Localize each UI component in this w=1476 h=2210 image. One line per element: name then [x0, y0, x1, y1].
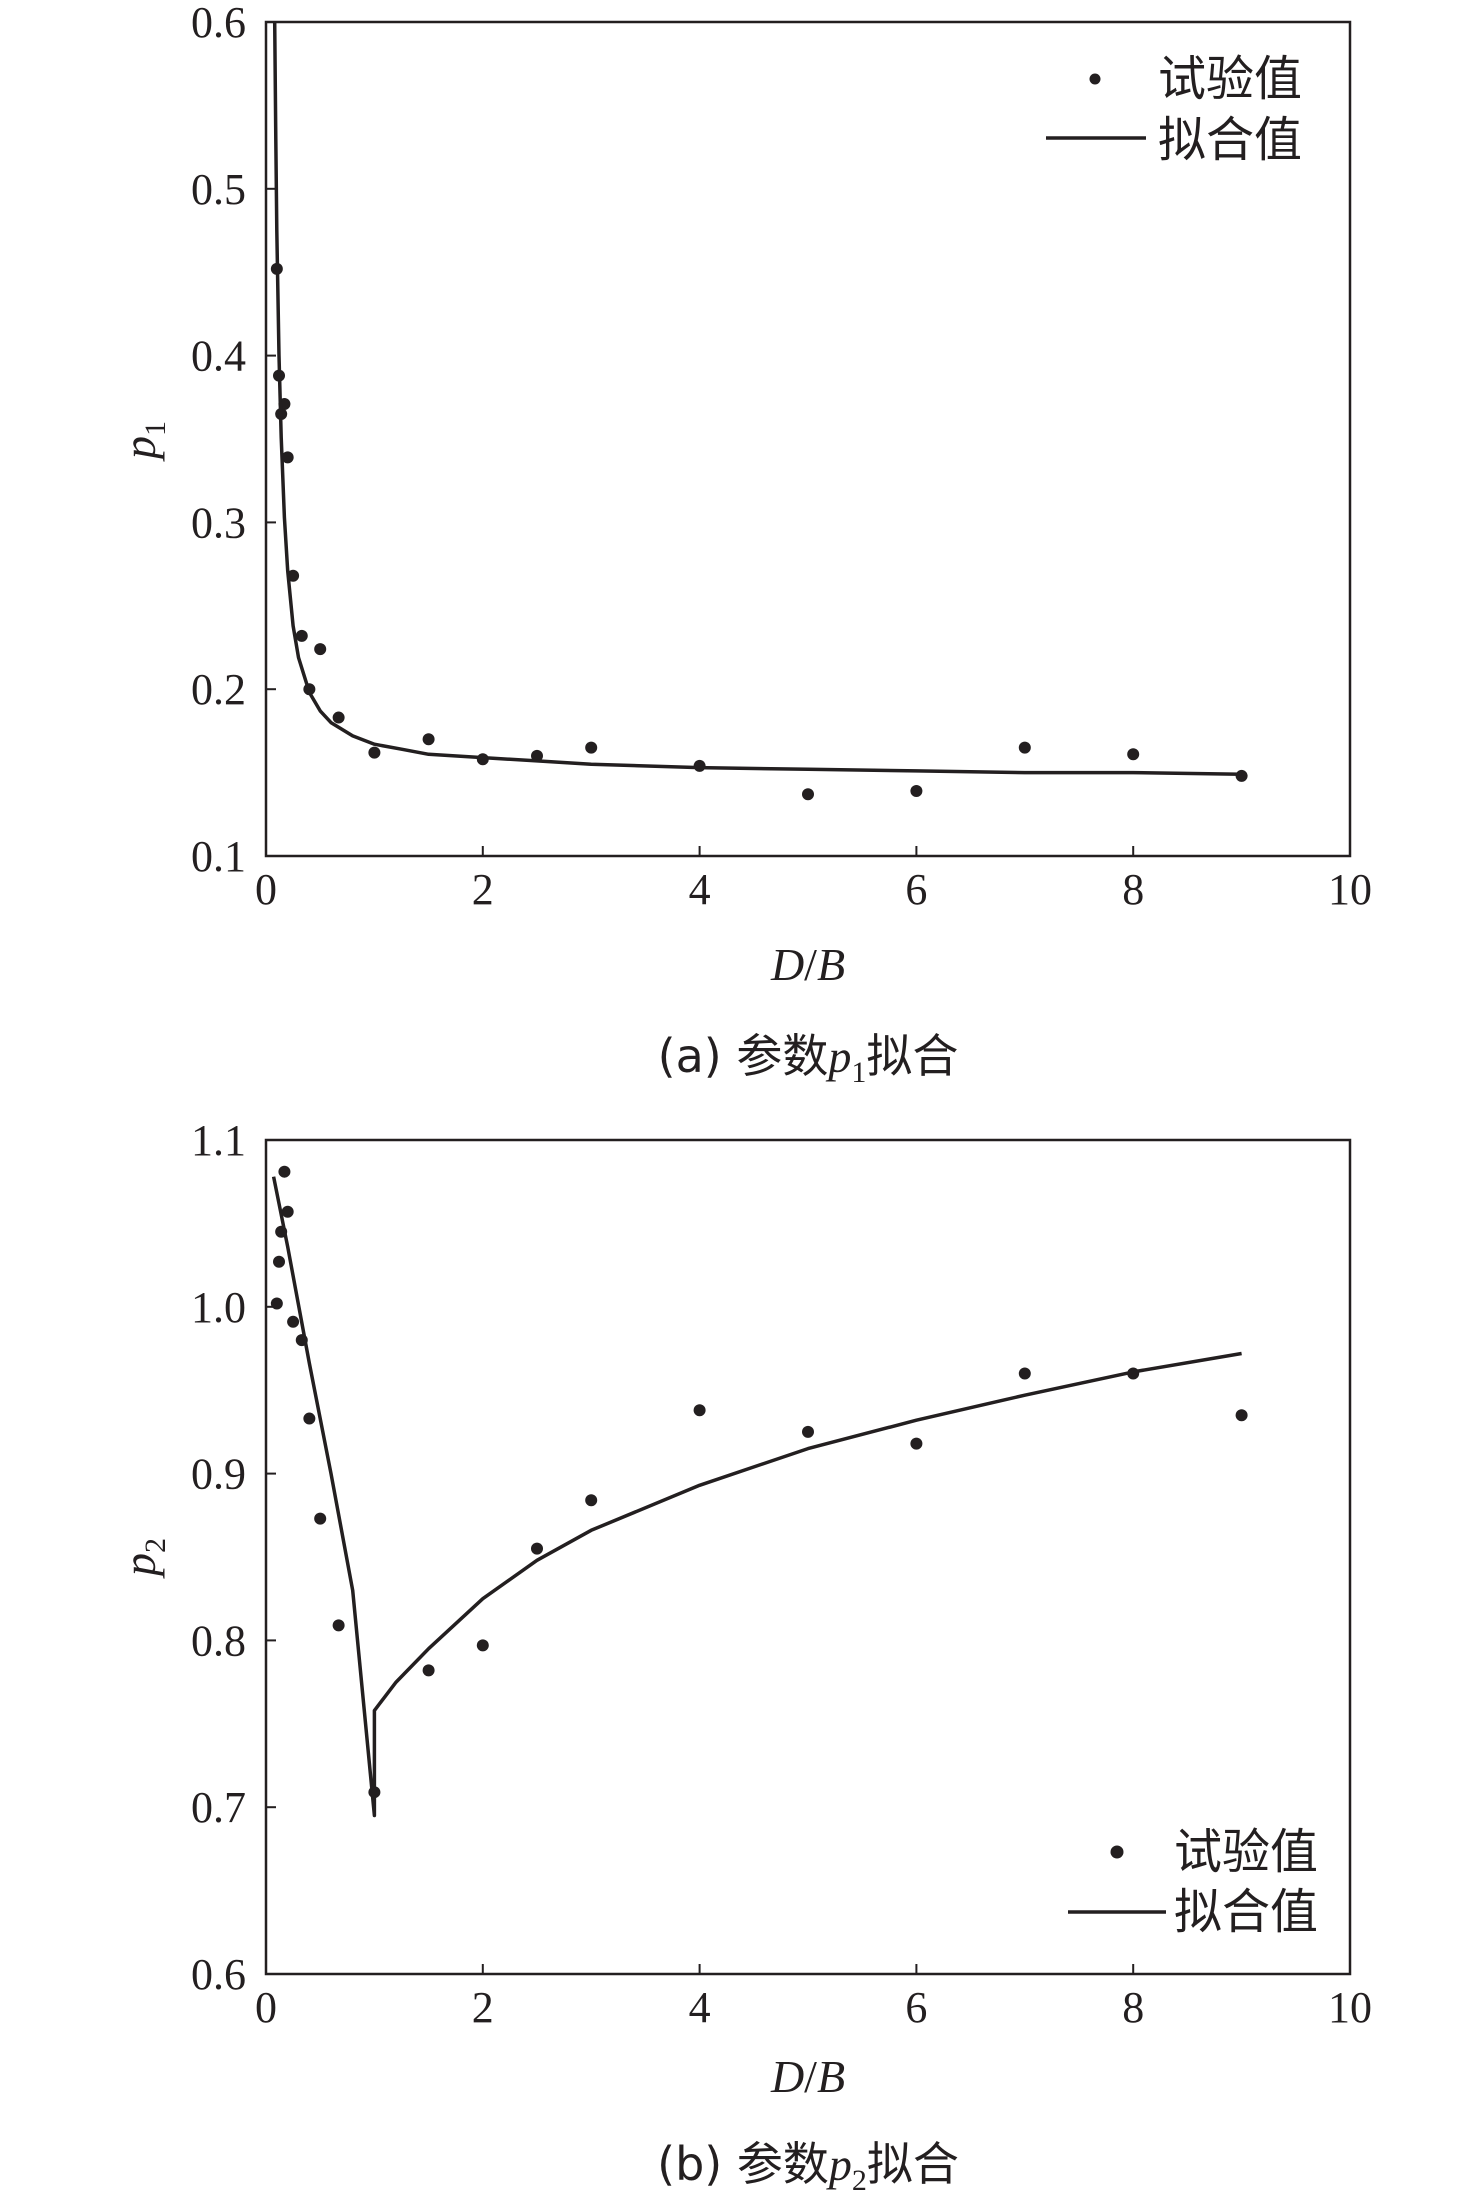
data-point	[802, 1425, 814, 1438]
legend-line-label: 拟合值	[1158, 112, 1302, 168]
y-tick-label: 0.8	[191, 1616, 246, 1665]
y-axis-label: p1	[114, 421, 172, 462]
data-point	[332, 711, 345, 724]
data-point	[476, 1639, 489, 1652]
x-tick-label: 6	[905, 1983, 927, 2032]
data-point	[273, 1255, 286, 1268]
x-axis: 0 2 4 6 8 10	[255, 846, 1372, 914]
x-tick-label: 8	[1122, 865, 1144, 914]
x-tick-label: 0	[255, 1983, 277, 2032]
data-point	[1235, 1409, 1248, 1422]
data-point	[1018, 1367, 1031, 1380]
plot-frame	[264, 20, 1352, 858]
legend-points-label: 试验值	[1158, 51, 1302, 107]
data-point	[1018, 741, 1031, 754]
data-point	[531, 1542, 543, 1555]
data-point	[281, 451, 294, 464]
data-point	[910, 784, 923, 797]
y-tick-label: 0.5	[191, 165, 246, 214]
y-tick-label: 0.1	[191, 832, 246, 881]
data-point	[278, 1165, 291, 1178]
x-tick-label: 2	[472, 1983, 494, 2032]
data-point	[585, 1494, 598, 1507]
y-tick-label: 0.4	[191, 332, 246, 381]
data-point	[332, 1619, 345, 1632]
y-axis: 0.6 0.7 0.8 0.9 1.0 1.1	[191, 1116, 276, 1999]
x-axis: 0 2 4 6 8 10	[255, 1964, 1372, 2032]
data-point	[802, 788, 814, 801]
chart-panel-a: 0.1 0.2 0.3 0.4 0.5 0.6 0 2 4 6 8 10 D/B p1 试验值 拟合…	[114, 0, 1372, 1089]
data-point	[531, 749, 543, 762]
x-axis-label: D/B	[770, 2051, 845, 2102]
data-point	[281, 1205, 294, 1218]
data-point	[910, 1437, 923, 1450]
plot-area	[270, 1165, 1248, 1818]
legend: 试验值 拟合值	[1068, 1824, 1318, 1940]
caption: (b) 参数p2拟合	[657, 2137, 959, 2197]
data-point	[693, 1404, 706, 1417]
y-tick-label: 0.7	[191, 1783, 246, 1832]
data-point	[270, 1297, 283, 1310]
y-axis-label: p2	[114, 1538, 172, 1579]
chart-panel-b: 0.6 0.7 0.8 0.9 1.0 1.1 0 2 4 6 8 10 D/B p2 试验值 拟合…	[114, 1116, 1372, 2197]
y-tick-label: 0.6	[191, 1950, 246, 1999]
data-point	[287, 1315, 300, 1328]
x-tick-label: 4	[689, 1983, 711, 2032]
data-point	[303, 1412, 316, 1425]
legend-points-label: 试验值	[1174, 1824, 1318, 1880]
caption: (a) 参数p1拟合	[658, 1029, 959, 1089]
y-tick-label: 1.0	[191, 1283, 246, 1332]
data-point	[422, 733, 435, 746]
plot-area	[270, 21, 1248, 801]
x-tick-label: 6	[905, 865, 927, 914]
y-tick-label: 0.6	[191, 0, 246, 47]
y-tick-label: 1.1	[191, 1116, 246, 1165]
data-point	[314, 643, 327, 656]
y-tick-label: 0.9	[191, 1450, 246, 1499]
x-tick-label: 10	[1328, 865, 1372, 914]
x-tick-label: 2	[472, 865, 494, 914]
x-tick-label: 0	[255, 865, 277, 914]
x-tick-label: 8	[1122, 1983, 1144, 2032]
x-tick-label: 10	[1328, 1983, 1372, 2032]
data-point	[422, 1664, 435, 1677]
fit-line	[272, 21, 1242, 777]
data-point	[368, 746, 381, 759]
data-point	[314, 1512, 327, 1525]
plot-frame	[264, 1138, 1352, 1976]
legend-point-marker	[1089, 73, 1101, 85]
y-tick-label: 0.2	[191, 665, 246, 714]
fit-line	[271, 1176, 1242, 1818]
x-axis-label: D/B	[770, 939, 845, 990]
legend: 试验值 拟合值	[1046, 51, 1302, 168]
data-point	[295, 629, 308, 642]
y-axis: 0.1 0.2 0.3 0.4 0.5 0.6	[191, 0, 276, 881]
data-point	[1127, 748, 1140, 761]
legend-line-label: 拟合值	[1174, 1884, 1318, 1940]
y-tick-label: 0.3	[191, 498, 246, 547]
x-tick-label: 4	[689, 865, 711, 914]
data-point	[585, 741, 598, 754]
legend-point-marker	[1110, 1845, 1124, 1859]
